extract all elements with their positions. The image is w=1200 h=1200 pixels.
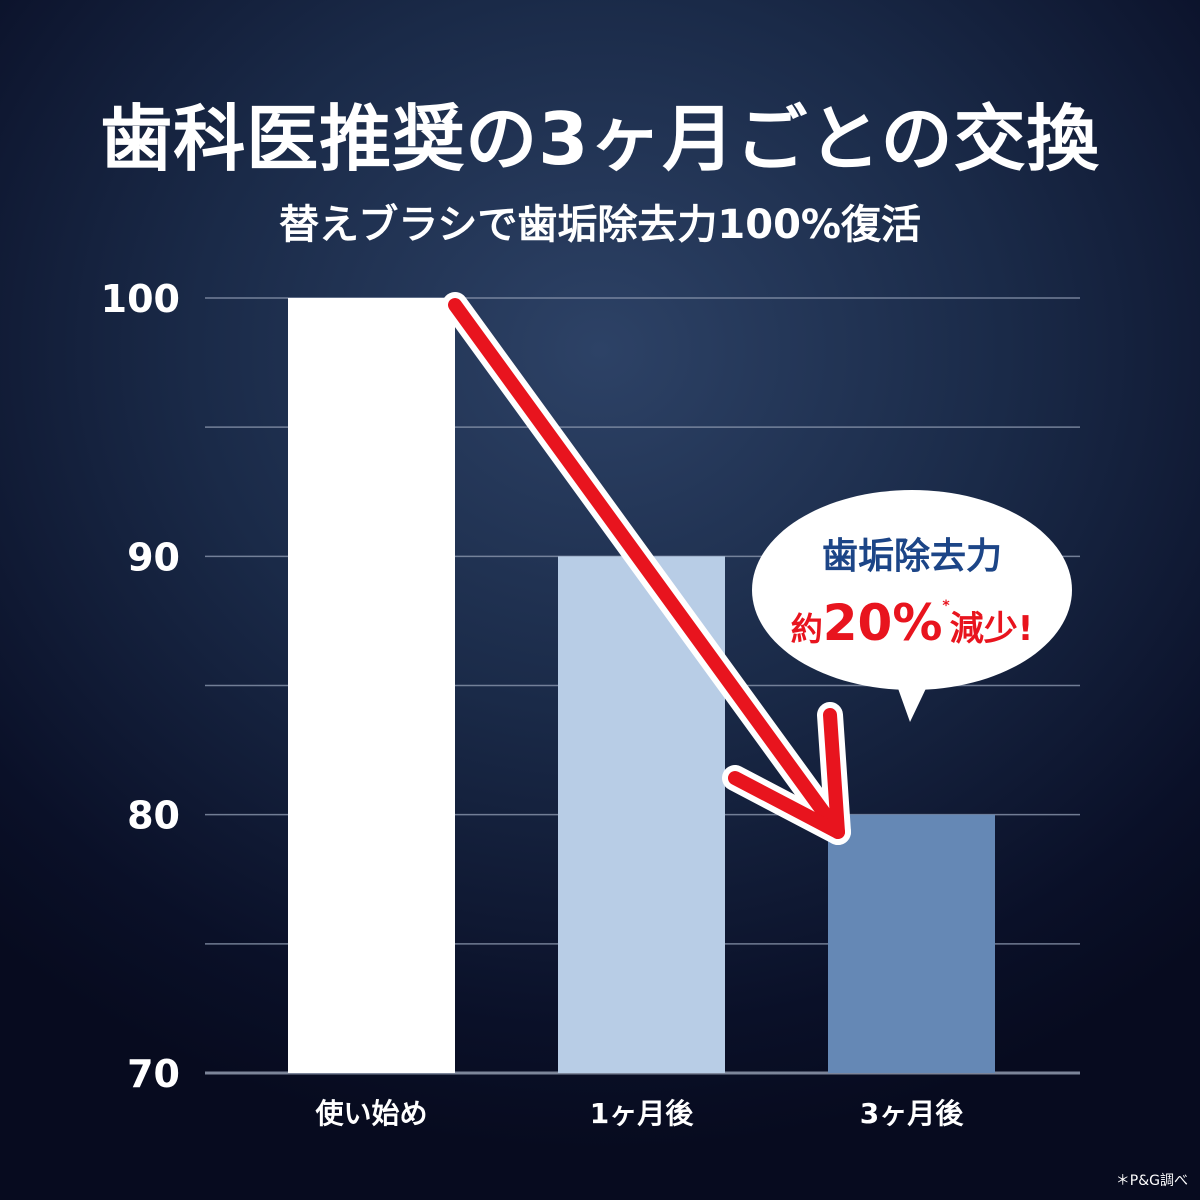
bar: [828, 814, 995, 1073]
callout-bubble: 歯垢除去力 約20%*減少!: [752, 490, 1072, 722]
y-tick-label: 90: [127, 535, 180, 579]
y-tick-label: 70: [127, 1052, 180, 1096]
bar: [288, 298, 455, 1073]
x-tick-label: 使い始め: [314, 1097, 427, 1130]
callout-line2: 約20%*減少!: [791, 594, 1034, 652]
y-tick-label: 80: [127, 794, 180, 838]
footnote: ＊P&G調べ: [1115, 1173, 1188, 1189]
callout-line1: 歯垢除去力: [822, 536, 1002, 577]
page-title: 歯科医推奨の3ヶ月ごとの交換: [100, 97, 1100, 181]
page-subtitle: 替えブラシで歯垢除去力100%復活: [279, 202, 921, 248]
x-tick-label: 3ヶ月後: [860, 1097, 964, 1130]
x-tick-label: 1ヶ月後: [590, 1097, 694, 1130]
y-tick-label: 100: [101, 277, 180, 321]
trend-arrow: [442, 292, 851, 845]
